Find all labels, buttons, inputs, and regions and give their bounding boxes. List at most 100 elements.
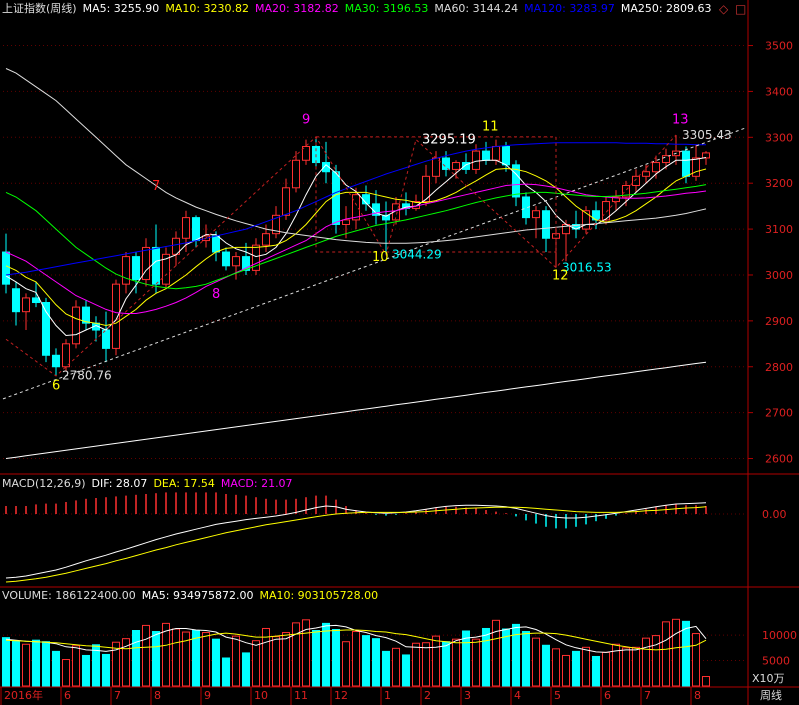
macd-indicator-header: MACD(12,26,9) DIF: 28.07 DEA: 17.54 MACD: 2… bbox=[2, 477, 299, 491]
wave-count-label: 7 bbox=[152, 179, 160, 194]
volume-bar bbox=[122, 638, 130, 687]
window-toggle-icon[interactable]: □ bbox=[735, 2, 747, 16]
ma-line-ma250 bbox=[5, 361, 707, 459]
y-tick-label: 3000 bbox=[765, 269, 793, 282]
header-item: MACD: 21.07 bbox=[220, 477, 293, 490]
volume-ma-line-ma10 bbox=[5, 629, 707, 651]
wave-count-label: 13 bbox=[672, 113, 689, 128]
x-tick-label: 7 bbox=[644, 689, 651, 702]
period-label: 周线 bbox=[760, 688, 782, 702]
ma-line-ma5 bbox=[5, 157, 707, 337]
volume-bar bbox=[662, 621, 670, 687]
candle-body bbox=[702, 152, 710, 159]
x-tick-label: 3 bbox=[464, 689, 471, 702]
header-item: MA5: 934975872.00 bbox=[141, 589, 254, 602]
candle-body bbox=[12, 288, 20, 313]
candle-body bbox=[52, 354, 60, 368]
ma-line-ma60 bbox=[5, 68, 707, 244]
y-tick-label: 3300 bbox=[765, 131, 793, 144]
volume-bar bbox=[222, 657, 230, 687]
y-tick-label: 2900 bbox=[765, 315, 793, 328]
volume-bar bbox=[432, 635, 440, 687]
grid-lines bbox=[3, 45, 745, 662]
x-tick-label: 10 bbox=[254, 689, 268, 702]
macd-panel bbox=[5, 492, 707, 583]
header-item: MA60: 3144.24 bbox=[434, 2, 519, 15]
candle-body bbox=[532, 210, 540, 219]
volume-bar bbox=[72, 645, 80, 687]
price-label: 3295.19 bbox=[422, 133, 476, 148]
candle-body bbox=[582, 210, 590, 230]
price-label: 2780.76 bbox=[62, 369, 112, 383]
ma-line-ma120 bbox=[5, 142, 706, 276]
volume-bar bbox=[642, 637, 650, 687]
candle-body bbox=[502, 145, 510, 166]
volume-bar bbox=[342, 641, 350, 687]
volume-bar bbox=[192, 630, 200, 687]
candle-body bbox=[352, 194, 360, 221]
volume-bar bbox=[702, 676, 710, 687]
wave-count-label: 12 bbox=[552, 269, 569, 284]
volume-bar bbox=[262, 627, 270, 687]
price-panel: 2780.76 3295.19 3044.29 3016.53 3305.43 6 7 8 9 1… bbox=[2, 68, 746, 459]
candle-body bbox=[272, 214, 280, 235]
x-tick-label: 7 bbox=[114, 689, 121, 702]
volume-bar bbox=[612, 643, 620, 687]
axis-labels: 3500 3400 3300 3200 3100 3000 2900 2800 2700 2600… bbox=[0, 40, 797, 705]
candle-body bbox=[462, 162, 470, 170]
wave-count-label: 8 bbox=[212, 287, 220, 302]
y-tick-label: 2700 bbox=[765, 407, 793, 420]
ma-line-ma10 bbox=[5, 167, 707, 327]
y-tick-label: 0.00 bbox=[762, 508, 787, 521]
header-item: DIF: 28.07 bbox=[91, 477, 148, 490]
volume-bar bbox=[402, 654, 410, 687]
candle-body bbox=[32, 297, 40, 304]
header-item: DEA: 17.54 bbox=[153, 477, 215, 490]
candle-body bbox=[602, 201, 610, 221]
volume-bar bbox=[382, 650, 390, 687]
price-label: 3305.43 bbox=[682, 128, 732, 142]
volume-bar bbox=[362, 635, 370, 687]
diamond-icon[interactable]: ◇ bbox=[719, 2, 729, 16]
candle-body bbox=[482, 150, 490, 161]
header-item: 上证指数(周线) bbox=[2, 2, 77, 15]
price-label: 3016.53 bbox=[562, 260, 612, 274]
candle-body bbox=[282, 187, 290, 216]
candle-body bbox=[622, 184, 630, 198]
candle-body bbox=[632, 175, 640, 186]
wave-count-label: 6 bbox=[52, 379, 60, 394]
candle-body bbox=[132, 256, 140, 281]
volume-bar bbox=[62, 659, 70, 687]
ma-line-ma20 bbox=[5, 183, 707, 314]
candle-body bbox=[662, 155, 670, 164]
candle-body bbox=[232, 256, 240, 267]
volume-bar bbox=[312, 630, 320, 687]
volume-indicator-header: VOLUME: 186122400.00 MA5: 934975872.00 MA1… bbox=[2, 589, 384, 603]
volume-bar bbox=[22, 643, 30, 687]
header-item: MA10: 903105728.00 bbox=[259, 589, 379, 602]
header-item: MA30: 3196.53 bbox=[344, 2, 429, 15]
volume-bar bbox=[542, 644, 550, 687]
candle-body bbox=[262, 233, 270, 246]
volume-bar bbox=[212, 638, 220, 687]
y-tick-label: 2800 bbox=[765, 361, 793, 374]
volume-bar bbox=[302, 619, 310, 687]
volume-bar bbox=[372, 638, 380, 687]
candle-body bbox=[22, 297, 30, 313]
wave-path bbox=[5, 134, 677, 377]
volume-bar bbox=[92, 644, 100, 687]
candle-body bbox=[542, 210, 550, 239]
candle-body bbox=[62, 343, 70, 368]
x-tick-label: 2 bbox=[424, 689, 431, 702]
volume-bar bbox=[2, 637, 10, 687]
x-tick-label: 8 bbox=[154, 689, 161, 702]
volume-bar bbox=[242, 652, 250, 687]
header-item: MA20: 3182.82 bbox=[255, 2, 339, 15]
candle-body bbox=[332, 171, 340, 225]
header-item: MA120: 3283.97 bbox=[524, 2, 615, 15]
volume-bar bbox=[502, 628, 510, 687]
x-tick-label: 4 bbox=[514, 689, 521, 702]
candle-body bbox=[82, 306, 90, 324]
volume-bar bbox=[602, 651, 610, 687]
volume-bar bbox=[652, 635, 660, 687]
